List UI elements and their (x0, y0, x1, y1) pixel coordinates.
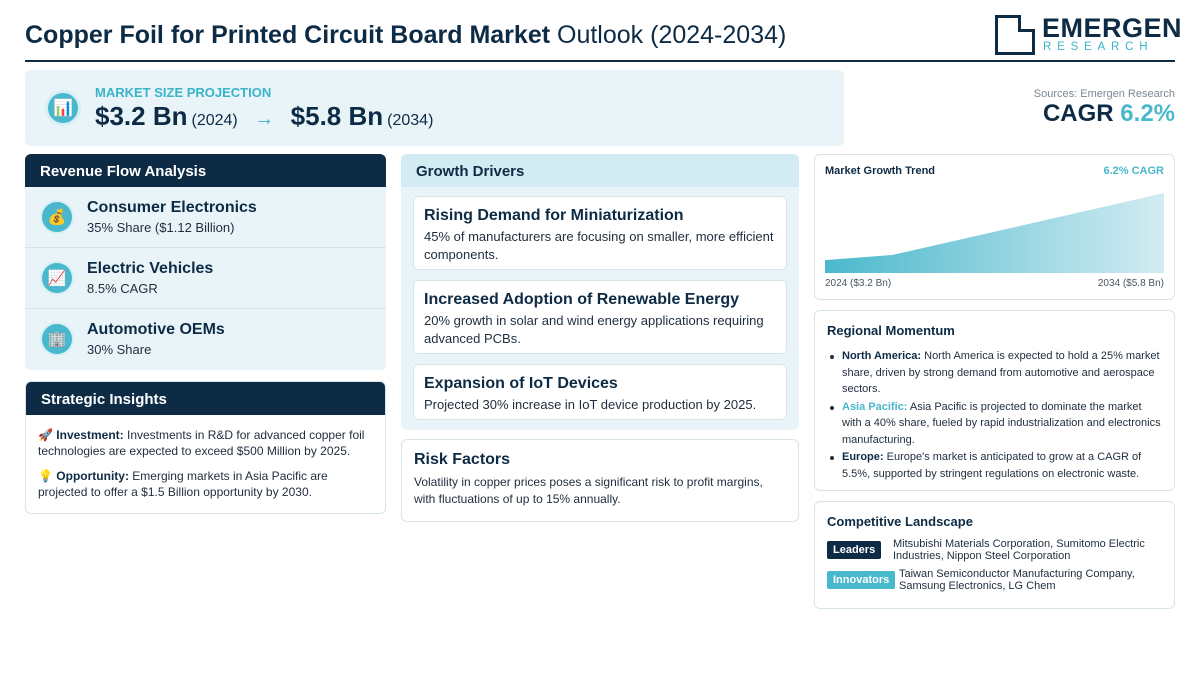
strategic-insights-body: 🚀 Investment: Investments in R&D for adv… (26, 415, 385, 513)
regional-momentum-card: Regional Momentum North America: North A… (814, 310, 1175, 491)
building-icon: 🏢 (40, 322, 74, 356)
projection-end-year: (2034) (387, 112, 434, 129)
bar-chart-icon: 📊 (45, 90, 81, 126)
growth-driver-text: 20% growth in solar and wind energy appl… (424, 313, 764, 346)
region-text: Asia Pacific is projected to dominate th… (842, 400, 1161, 446)
trend-end-label: 2034 ($5.8 Bn) (1097, 278, 1164, 289)
innovators-text: Taiwan Semiconductor Manufacturing Compa… (899, 568, 1135, 592)
investment-text: Investments in R&D for advanced copper f… (38, 428, 365, 458)
investment-label: Investment: (56, 428, 124, 442)
header: Copper Foil for Printed Circuit Board Ma… (25, 12, 1182, 62)
projection-values: $3.2 Bn (2024) → $5.8 Bn (2034) (95, 101, 433, 132)
region-text: Europe's market is anticipated to grow a… (842, 451, 1142, 480)
revenue-item-electric-vehicles: 📈 Electric Vehicles 8.5% CAGR (25, 248, 386, 309)
revenue-item-sub: 35% Share ($1.12 Billion) (87, 220, 235, 235)
revenue-flow-title: Revenue Flow Analysis (25, 154, 386, 187)
projection-start-year: (2024) (191, 112, 238, 129)
page-title-light: Outlook (2024-2034) (557, 21, 787, 49)
leaders-text: Mitsubishi Materials Corporation, Sumito… (893, 538, 1145, 562)
logo-main-text: EMERGEN (1042, 13, 1183, 43)
trending-up-icon: 📈 (40, 261, 74, 295)
competitive-landscape-card: Competitive Landscape Leaders Mitsubishi… (814, 501, 1175, 609)
growth-driver-title: Increased Adoption of Renewable Energy (424, 291, 740, 308)
region-text: North America is expected to hold a 25% … (842, 350, 1160, 395)
leaders-badge: Leaders (827, 541, 882, 559)
projection-start-value: $3.2 Bn (95, 101, 188, 131)
opportunity-insight: 💡 Opportunity: Emerging markets in Asia … (38, 468, 373, 500)
regional-momentum-title: Regional Momentum (827, 323, 955, 338)
trend-area (825, 193, 1164, 273)
revenue-item-title: Automotive OEMs (87, 321, 225, 338)
risk-factors-title: Risk Factors (414, 451, 511, 468)
risk-factors-text: Volatility in copper prices poses a sign… (414, 475, 763, 506)
cagr-summary: CAGR 6.2% (1043, 100, 1175, 128)
innovators-row: Innovators Taiwan Semiconductor Manufact… (827, 568, 1162, 598)
innovators-badge: Innovators (827, 571, 896, 589)
region-name: North America: (842, 350, 922, 362)
revenue-item-title: Electric Vehicles (87, 260, 214, 277)
sources-text: Sources: Emergen Research (1033, 88, 1175, 100)
region-item-north-america: North America: North America is expected… (827, 348, 1162, 398)
trend-area-chart (825, 193, 1164, 273)
projection-label: MARKET SIZE PROJECTION (95, 85, 272, 100)
revenue-flow-card: Revenue Flow Analysis 💰 Consumer Electro… (25, 154, 386, 370)
growth-driver-text: Projected 30% increase in IoT device pro… (424, 397, 757, 412)
growth-driver-title: Rising Demand for Miniaturization (424, 207, 684, 224)
market-size-projection: 📊 MARKET SIZE PROJECTION $3.2 Bn (2024) →… (25, 70, 844, 146)
opportunity-label: Opportunity: (56, 469, 129, 483)
cagr-label: CAGR (1042, 100, 1114, 127)
revenue-item-automotive-oems: 🏢 Automotive OEMs 30% Share (25, 309, 386, 370)
region-name: Europe: (842, 451, 884, 463)
money-bag-icon: 💰 (40, 200, 74, 234)
growth-driver-item: Increased Adoption of Renewable Energy 2… (413, 280, 787, 354)
growth-driver-item: Expansion of IoT Devices Projected 30% i… (413, 364, 787, 420)
trend-cagr: 6.2% CAGR (1103, 165, 1164, 177)
projection-end-value: $5.8 Bn (290, 101, 384, 131)
risk-factors-card: Risk Factors Volatility in copper prices… (401, 439, 799, 522)
growth-drivers-title: Growth Drivers (401, 154, 799, 187)
arrow-right-icon: → (254, 108, 275, 130)
growth-driver-text: 45% of manufacturers are focusing on sma… (424, 229, 774, 262)
page-title: Copper Foil for Printed Circuit Board Ma… (25, 21, 786, 50)
region-item-europe: Europe: Europe's market is anticipated t… (827, 449, 1162, 482)
revenue-item-sub: 30% Share (87, 342, 152, 357)
cagr-value: 6.2% (1120, 100, 1175, 127)
growth-driver-title: Expansion of IoT Devices (424, 375, 618, 392)
revenue-item-sub: 8.5% CAGR (87, 281, 158, 296)
rocket-icon: 🚀 (38, 428, 53, 442)
strategic-insights-title: Strategic Insights (26, 382, 385, 415)
trend-start-label: 2024 ($3.2 Bn) (825, 278, 892, 289)
trend-title: Market Growth Trend (825, 165, 936, 177)
emergen-logo: EMERGEN RESEARCH (995, 14, 1182, 56)
regional-list: North America: North America is expected… (827, 348, 1162, 482)
region-item-asia-pacific: Asia Pacific: Asia Pacific is projected … (827, 399, 1162, 449)
investment-insight: 🚀 Investment: Investments in R&D for adv… (38, 427, 373, 459)
opportunity-text: Emerging markets in Asia Pacific are pro… (38, 469, 328, 499)
strategic-insights-card: Strategic Insights 🚀 Investment: Investm… (25, 381, 386, 514)
lightbulb-icon: 💡 (38, 469, 53, 483)
growth-driver-item: Rising Demand for Miniaturization 45% of… (413, 196, 787, 270)
growth-drivers-card: Growth Drivers Rising Demand for Miniatu… (401, 154, 799, 430)
market-growth-trend-card: Market Growth Trend 6.2% CAGR 2024 ($3.2… (814, 154, 1175, 300)
logo-mark-icon (995, 15, 1035, 55)
revenue-item-consumer-electronics: 💰 Consumer Electronics 35% Share ($1.12 … (25, 187, 386, 248)
page-title-strong: Copper Foil for Printed Circuit Board Ma… (25, 21, 551, 49)
competitive-landscape-title: Competitive Landscape (827, 514, 973, 529)
logo-sub-text: RESEARCH (1043, 41, 1154, 53)
leaders-row: Leaders Mitsubishi Materials Corporation… (827, 538, 1162, 568)
revenue-item-title: Consumer Electronics (87, 199, 257, 216)
region-name: Asia Pacific: (842, 400, 908, 413)
